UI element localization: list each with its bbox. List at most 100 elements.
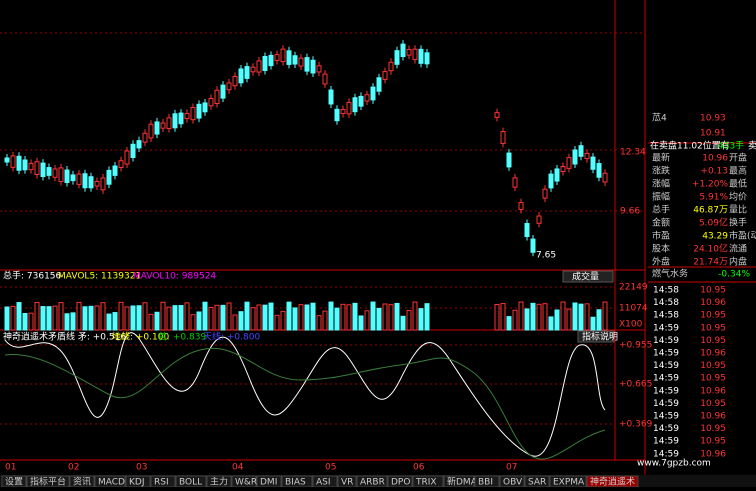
x-tick-label: 05 (325, 463, 336, 473)
volume-bar (382, 303, 388, 331)
trade-price: 10.95 (700, 286, 726, 296)
x-tick-label: 04 (232, 463, 244, 473)
tab-label: BOLL (179, 478, 202, 488)
candle (352, 97, 358, 113)
candle (214, 89, 220, 105)
candle (172, 113, 178, 129)
stat-value: 5.09亿 (699, 217, 728, 229)
candle (190, 107, 196, 121)
candle (226, 82, 232, 91)
volume-bar (238, 311, 244, 331)
candle (256, 60, 262, 73)
volume-bar (406, 310, 412, 331)
price-tick: 9.66 (620, 207, 640, 217)
volume-bar (542, 303, 548, 331)
note-qty: 433手 (718, 140, 744, 152)
candle (304, 57, 310, 72)
indicator-tian: 天线: +0.800 (203, 331, 260, 343)
candle (518, 202, 524, 210)
tab-label: ASI (316, 478, 331, 488)
volume-bar (118, 301, 124, 331)
stat-label: 内盘 (729, 256, 747, 268)
candle (548, 173, 554, 189)
candle (76, 173, 82, 185)
volume-bar (274, 314, 280, 331)
volume-bar (124, 306, 130, 331)
candle (118, 160, 124, 168)
volume-bar (376, 307, 382, 331)
watermark: www.7gpzb.com (637, 459, 711, 469)
candle (34, 161, 40, 176)
tab-label: BBI (478, 478, 493, 488)
volume-tick: 11074 (619, 304, 648, 314)
indicator-line (4, 347, 606, 460)
trade-time: 14:59 (653, 412, 679, 422)
stat-label: 市盈 (652, 230, 670, 242)
volume-bar (34, 301, 40, 331)
stat-label: 外盘 (652, 256, 670, 268)
stat-value: +0.13 (700, 167, 728, 177)
volume-bar (328, 301, 334, 331)
volume-bar (370, 301, 376, 331)
candle (388, 61, 394, 72)
candle (88, 176, 94, 189)
candle (250, 66, 256, 73)
tab-label: 资讯 (73, 477, 91, 488)
volume-bar (22, 312, 28, 331)
volume-bar (136, 305, 142, 331)
stat-value: 21.74万 (693, 258, 728, 268)
candle (58, 167, 64, 183)
candle (280, 48, 286, 63)
candle (268, 54, 274, 67)
candle (530, 238, 536, 253)
candle (602, 172, 608, 183)
volume-bar (250, 307, 256, 331)
tab-label: 新DMA (447, 476, 478, 488)
volume-bar (154, 311, 160, 331)
candle (334, 108, 340, 122)
volume-bar (208, 306, 214, 331)
stat-label: 股本 (652, 243, 670, 255)
tab-label: EXPMA (553, 478, 585, 488)
x-tick-label: 03 (136, 463, 147, 473)
volume-tick: X100 (619, 320, 643, 330)
volume-bar (334, 307, 340, 331)
volume-button[interactable] (562, 270, 614, 283)
volume-bar (16, 302, 22, 331)
candle (346, 101, 352, 115)
ask-price: 10.91 (700, 129, 726, 139)
candle (542, 188, 548, 199)
candle (148, 123, 154, 139)
candle (554, 168, 560, 182)
volume-bar (46, 306, 52, 331)
tab-label: DMI (260, 478, 277, 488)
candle (100, 177, 106, 191)
volume-bar (310, 302, 316, 331)
indicator-tick: +0.665 (619, 380, 652, 390)
stat-label: 最高 (729, 165, 747, 177)
volume-tick: 22149 (619, 283, 648, 293)
indicator-button[interactable] (577, 330, 615, 343)
trade-time: 14:59 (653, 336, 679, 346)
tab-label: 设置 (5, 477, 23, 488)
candle (382, 71, 388, 80)
candle (292, 55, 298, 65)
volume-bar (64, 313, 70, 331)
x-tick-label: 07 (506, 463, 517, 473)
candle (70, 174, 76, 182)
volume-bar (512, 309, 518, 331)
volume-bar (346, 304, 352, 331)
candle (412, 48, 418, 60)
volume-bar (548, 316, 554, 331)
candle (178, 112, 184, 125)
volume-bar (596, 309, 602, 331)
candle (238, 68, 244, 84)
candle (130, 143, 136, 159)
candle (536, 215, 542, 224)
stat-value: 10.96 (702, 154, 728, 164)
candle (124, 150, 130, 165)
volume-bar (424, 303, 430, 331)
volume-bar (106, 313, 112, 331)
stat-label: 涨跌 (652, 166, 670, 177)
trade-price: 10.96 (700, 386, 726, 396)
